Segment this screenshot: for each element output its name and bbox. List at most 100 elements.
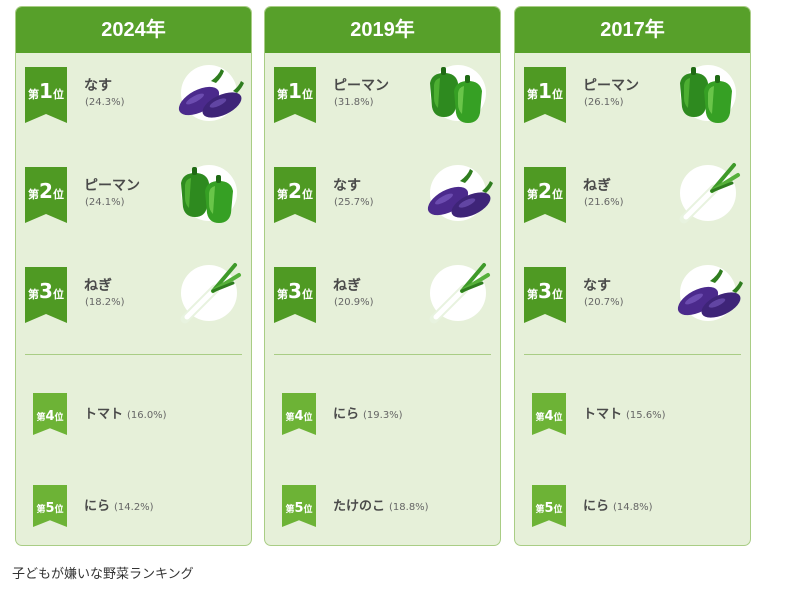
vegetable-percentage: (14.8%) xyxy=(613,502,653,513)
vegetable-percentage: (16.0%) xyxy=(127,410,167,421)
eggplant-icon xyxy=(178,65,244,121)
green-pepper-icon xyxy=(430,65,486,123)
rank-row: 第5位 にら (14.8%) xyxy=(515,479,750,529)
vegetable-percentage: (18.2%) xyxy=(85,297,125,308)
rank-ribbon-num: 1 xyxy=(288,79,302,103)
rank-ribbon-suffix: 位 xyxy=(54,413,64,423)
rank-ribbon: 第3位 xyxy=(25,267,67,323)
rank-ribbon-num: 3 xyxy=(39,279,53,303)
rank-ribbon: 第5位 xyxy=(282,485,316,527)
rank-ribbon-suffix: 位 xyxy=(303,505,313,515)
rank-row: 第1位 ピーマン (31.8%) xyxy=(265,59,500,129)
rank-ribbon-suffix: 位 xyxy=(301,188,313,201)
green-onion-icon xyxy=(679,163,740,224)
vegetable-name: ねぎ xyxy=(583,178,611,194)
year-panel: 2024年 第1位 なす (24.3%) 第2位 ピーマン (24.1%) 第3位 ねぎ (1… xyxy=(15,6,252,546)
rank-ribbon-suffix: 位 xyxy=(301,288,313,301)
vegetable-name: トマト xyxy=(84,407,124,422)
vegetable-percentage: (25.7%) xyxy=(334,197,374,208)
rank-row: 第1位 なす (24.3%) xyxy=(16,59,251,129)
rank-ribbon: 第1位 xyxy=(274,67,316,123)
vegetable-percentage: (19.3%) xyxy=(363,410,403,421)
rank-ribbon-kanji: 第 xyxy=(28,288,40,301)
rank-row: 第2位 ピーマン (24.1%) xyxy=(16,159,251,229)
rank-ribbon-kanji: 第 xyxy=(285,505,295,515)
rank-ribbon-num: 5 xyxy=(45,501,55,516)
vegetable-name: なす xyxy=(333,178,361,194)
green-onion-icon xyxy=(429,263,490,324)
rank-ribbon: 第2位 xyxy=(524,167,566,223)
rank-ribbon-num: 5 xyxy=(544,501,554,516)
rank-ribbon: 第4位 xyxy=(33,393,67,435)
rank-ribbon: 第1位 xyxy=(25,67,67,123)
rank-ribbon-num: 3 xyxy=(538,279,552,303)
green-pepper-icon xyxy=(680,65,736,123)
rank-ribbon-kanji: 第 xyxy=(285,413,295,423)
rank-ribbon-num: 1 xyxy=(39,79,53,103)
vegetable-name: ねぎ xyxy=(84,278,112,294)
rank-ribbon: 第1位 xyxy=(524,67,566,123)
year-panel: 2017年 第1位 ピーマン (26.1%) 第2位 ねぎ (21.6%) 第3位 なす (2… xyxy=(514,6,751,546)
vegetable-name: ピーマン xyxy=(583,78,639,94)
rank-ribbon-num: 1 xyxy=(538,79,552,103)
rank-ribbon-num: 4 xyxy=(45,409,55,424)
vegetable-percentage: (18.8%) xyxy=(389,502,429,513)
rank-row: 第4位 トマト (16.0%) xyxy=(16,387,251,437)
vegetable-name: トマト xyxy=(583,407,623,422)
year-header: 2019年 xyxy=(265,7,500,53)
rank-ribbon-num: 4 xyxy=(544,409,554,424)
rank-ribbon-suffix: 位 xyxy=(54,505,64,515)
rank-ribbon-suffix: 位 xyxy=(553,413,563,423)
rank-ribbon-kanji: 第 xyxy=(527,88,539,101)
rank-row: 第2位 なす (25.7%) xyxy=(265,159,500,229)
vegetable-name: ピーマン xyxy=(84,178,140,194)
rank-ribbon-num: 2 xyxy=(288,179,302,203)
year-header: 2017年 xyxy=(515,7,750,53)
vegetable-percentage: (31.8%) xyxy=(334,97,374,108)
rank-ribbon-kanji: 第 xyxy=(28,88,40,101)
rank-row: 第5位 にら (14.2%) xyxy=(16,479,251,529)
rank-ribbon-kanji: 第 xyxy=(277,288,289,301)
rank-ribbon: 第3位 xyxy=(274,267,316,323)
vegetable-entry: トマト (16.0%) xyxy=(84,403,167,422)
vegetable-entry: トマト (15.6%) xyxy=(583,403,666,422)
vegetable-entry: たけのこ (18.8%) xyxy=(333,495,429,514)
rank-ribbon-kanji: 第 xyxy=(535,505,545,515)
rank-ribbon-num: 3 xyxy=(288,279,302,303)
vegetable-entry: にら (14.8%) xyxy=(583,495,653,514)
rank-ribbon-suffix: 位 xyxy=(551,188,563,201)
vegetable-percentage: (15.6%) xyxy=(626,410,666,421)
vegetable-percentage: (21.6%) xyxy=(584,197,624,208)
vegetable-percentage: (24.1%) xyxy=(85,197,125,208)
rank-divider xyxy=(524,354,741,355)
green-pepper-icon xyxy=(181,165,237,223)
rank-ribbon-num: 4 xyxy=(294,409,304,424)
vegetable-percentage: (26.1%) xyxy=(584,97,624,108)
green-onion-icon xyxy=(180,263,241,324)
rank-row: 第3位 ねぎ (20.9%) xyxy=(265,259,500,329)
eggplant-icon xyxy=(427,165,493,221)
year-header: 2024年 xyxy=(16,7,251,53)
vegetable-percentage: (14.2%) xyxy=(114,502,154,513)
rank-ribbon-kanji: 第 xyxy=(535,413,545,423)
rank-ribbon-suffix: 位 xyxy=(52,88,64,101)
vegetable-entry: にら (14.2%) xyxy=(84,495,154,514)
rank-ribbon-suffix: 位 xyxy=(553,505,563,515)
rank-ribbon-suffix: 位 xyxy=(551,88,563,101)
rank-ribbon-num: 2 xyxy=(538,179,552,203)
rank-ribbon: 第5位 xyxy=(532,485,566,527)
rank-ribbon-num: 5 xyxy=(294,501,304,516)
rank-ribbon-suffix: 位 xyxy=(52,188,64,201)
rank-ribbon-kanji: 第 xyxy=(36,413,46,423)
rank-ribbon: 第4位 xyxy=(532,393,566,435)
rank-ribbon: 第5位 xyxy=(33,485,67,527)
caption: 子どもが嫌いな野菜ランキング xyxy=(12,567,194,582)
rank-row: 第4位 にら (19.3%) xyxy=(265,387,500,437)
rank-row: 第2位 ねぎ (21.6%) xyxy=(515,159,750,229)
rank-row: 第1位 ピーマン (26.1%) xyxy=(515,59,750,129)
rank-ribbon: 第2位 xyxy=(274,167,316,223)
vegetable-name: ねぎ xyxy=(333,278,361,294)
rank-ribbon-kanji: 第 xyxy=(28,188,40,201)
rank-ribbon-suffix: 位 xyxy=(303,413,313,423)
rank-ribbon-kanji: 第 xyxy=(277,88,289,101)
